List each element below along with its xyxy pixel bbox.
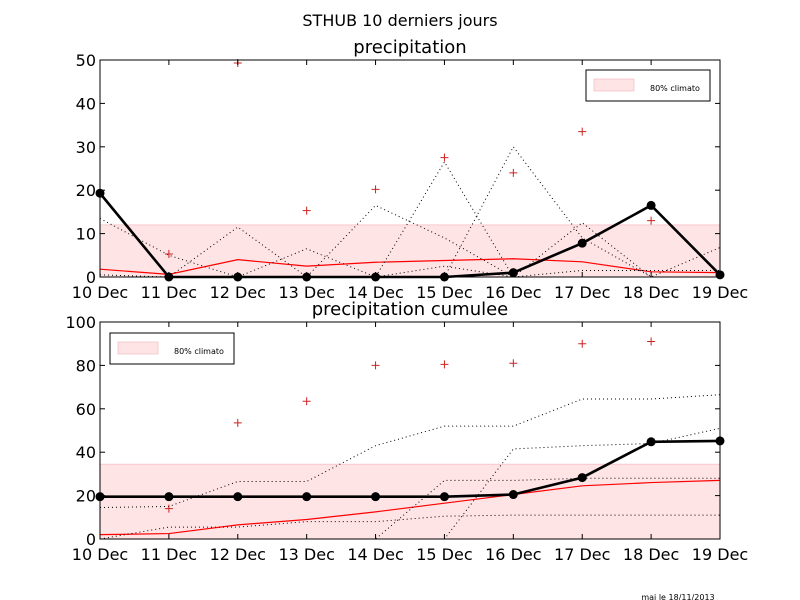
x-tick-label: 19 Dec (692, 283, 748, 302)
x-tick-label: 15 Dec (416, 545, 472, 564)
legend-swatch (117, 341, 159, 355)
suptitle: STHUB 10 derniers jours (302, 11, 497, 30)
max-marker (233, 418, 242, 427)
x-tick-label: 10 Dec (72, 283, 128, 302)
series-line-median (99, 479, 721, 536)
observed-point (371, 492, 381, 502)
y-tick-label: 20 (76, 487, 96, 506)
observed-point (164, 492, 174, 502)
observed-point (577, 473, 587, 483)
x-tick-label: 11 Dec (141, 545, 197, 564)
footer-date: mai le 18/11/2013 (641, 593, 714, 600)
max-marker (578, 339, 587, 348)
y-tick-label: 80 (76, 356, 96, 375)
observed-point (646, 200, 656, 210)
series-line-member-1 (99, 394, 721, 509)
x-tick-label: 16 Dec (485, 545, 541, 564)
x-tick-label: 13 Dec (278, 545, 334, 564)
max-marker (440, 153, 449, 162)
max-marker (371, 185, 380, 194)
max-marker (578, 127, 587, 136)
y-tick-label: 10 (76, 225, 96, 244)
max-marker (647, 337, 656, 346)
chart-precipitation-cumulee: precipitation cumulee 0 20 40 60 80 100 10 Dec… (65, 299, 748, 564)
x-tick-label: 16 Dec (485, 283, 541, 302)
y-tick-label: 20 (76, 181, 96, 200)
observed-point (577, 238, 587, 248)
x-tick-label: 19 Dec (692, 545, 748, 564)
max-marker (302, 397, 311, 406)
y-tick-label: 40 (76, 94, 96, 113)
climato-band (99, 463, 721, 540)
observed-point (646, 437, 656, 447)
y-tick-label: 60 (76, 400, 96, 419)
x-tick-label: 13 Dec (278, 283, 334, 302)
chart-title: precipitation (353, 37, 466, 58)
plot-frame (99, 321, 721, 540)
x-tick-label: 14 Dec (347, 283, 403, 302)
x-tick-label: 18 Dec (623, 283, 679, 302)
series-line-member-4 (99, 514, 720, 540)
series-line-member-2 (100, 477, 720, 540)
legend-label: 80% climato (174, 347, 224, 356)
max-marker (302, 206, 311, 215)
max-marker (164, 504, 173, 513)
x-tick-label: 18 Dec (623, 545, 679, 564)
series-line-median (99, 258, 721, 276)
x-tick-label: 12 Dec (210, 283, 266, 302)
y-tick-label: 30 (76, 138, 96, 157)
plot-frame (99, 59, 721, 278)
x-tick-label: 14 Dec (347, 545, 403, 564)
max-marker (440, 360, 449, 369)
observed-point (439, 492, 449, 502)
observed-point (302, 492, 312, 502)
max-marker (164, 249, 173, 258)
y-tick-label: 0 (86, 268, 96, 287)
legend-label: 80% climato (650, 84, 700, 93)
max-marker (647, 216, 656, 225)
y-tick-label: 50 (76, 51, 96, 70)
legend-swatch (593, 78, 635, 92)
x-tick-label: 11 Dec (141, 283, 197, 302)
y-tick-label: 0 (86, 530, 96, 549)
x-tick-label: 12 Dec (210, 545, 266, 564)
chart-title: precipitation cumulee (312, 299, 509, 320)
series-line-member-2 (99, 204, 720, 278)
x-tick-label: 17 Dec (554, 545, 610, 564)
observed-point (233, 492, 243, 502)
chart-precipitation: precipitation 0 10 20 30 40 50 10 Dec 11 Dec 12 … (72, 37, 748, 302)
x-tick-label: 15 Dec (416, 283, 472, 302)
climato-band (99, 224, 721, 278)
max-marker (509, 359, 518, 368)
x-tick-label: 17 Dec (554, 283, 610, 302)
max-marker (509, 168, 518, 177)
y-tick-label: 100 (65, 313, 96, 332)
observed-point (508, 490, 518, 500)
series-line-observed (100, 439, 721, 498)
max-marker (371, 361, 380, 370)
y-tick-label: 40 (76, 443, 96, 462)
x-tick-label: 10 Dec (72, 545, 128, 564)
